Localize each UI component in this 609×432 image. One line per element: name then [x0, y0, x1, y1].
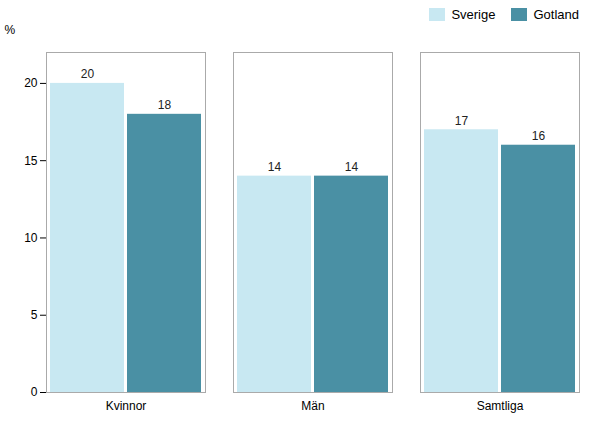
svg-text:%: % — [5, 23, 16, 37]
svg-text:Män: Män — [301, 399, 324, 413]
svg-text:5: 5 — [31, 308, 38, 322]
svg-text:Kvinnor: Kvinnor — [106, 399, 147, 413]
svg-text:18: 18 — [158, 98, 172, 112]
svg-text:14: 14 — [268, 160, 282, 174]
svg-text:10: 10 — [24, 231, 38, 245]
svg-text:17: 17 — [455, 114, 469, 128]
html-text:Gotland: Gotland — [533, 6, 579, 22]
svg-text:0: 0 — [31, 385, 38, 399]
svg-text:20: 20 — [81, 67, 95, 81]
html-text:Sverige: Sverige — [451, 6, 496, 22]
svg-text:20: 20 — [24, 76, 38, 90]
svg-text:15: 15 — [24, 154, 38, 168]
svg-text:14: 14 — [345, 160, 359, 174]
svg-text:Samtliga: Samtliga — [477, 399, 524, 413]
svg-text:16: 16 — [532, 129, 546, 143]
